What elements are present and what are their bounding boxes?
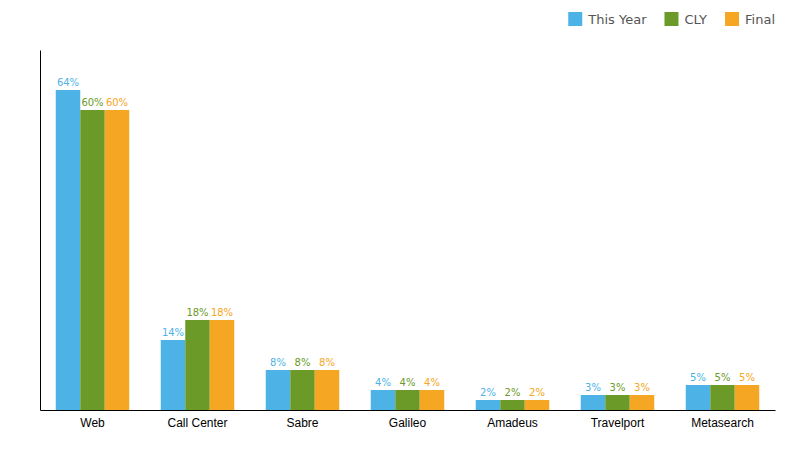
data-label: 14% xyxy=(162,327,184,338)
bar xyxy=(710,385,735,410)
x-tick: Sabre xyxy=(286,416,318,430)
bar xyxy=(420,390,445,410)
data-label: 4% xyxy=(424,377,440,388)
legend-item: CLY xyxy=(664,12,707,27)
data-label: 8% xyxy=(319,357,335,368)
data-label: 18% xyxy=(211,307,233,318)
legend-label: CLY xyxy=(684,12,707,27)
data-label: 4% xyxy=(400,377,416,388)
x-tick: Call Center xyxy=(167,416,227,430)
legend-label: Final xyxy=(745,12,775,27)
bar xyxy=(371,390,396,410)
legend-swatch xyxy=(664,12,678,26)
legend-swatch xyxy=(725,12,739,26)
bar-series xyxy=(80,110,735,410)
y-axis xyxy=(40,51,41,411)
bar xyxy=(500,400,525,410)
data-label: 5% xyxy=(715,372,731,383)
x-tick: Travelport xyxy=(591,416,645,430)
bar xyxy=(605,395,630,410)
bar xyxy=(161,340,186,410)
bar xyxy=(266,370,291,410)
bar xyxy=(630,395,655,410)
data-label: 2% xyxy=(480,387,496,398)
bar xyxy=(210,320,235,410)
bar xyxy=(80,110,105,410)
bar xyxy=(735,385,760,410)
data-label: 3% xyxy=(610,382,626,393)
data-label: 5% xyxy=(739,372,755,383)
data-label: 2% xyxy=(529,387,545,398)
bar-series xyxy=(105,110,760,410)
plot: Web Call Center Sabre Galileo Amadeus Travelp… xyxy=(41,51,776,430)
data-label: 60% xyxy=(106,97,128,108)
x-tick-label: Web xyxy=(80,416,105,430)
chart: Web Call Center Sabre Galileo Amadeus Travelp… xyxy=(0,0,800,450)
x-tick-label: Call Center xyxy=(167,416,227,430)
legend-swatch xyxy=(568,12,582,26)
bar xyxy=(56,90,81,410)
x-axis-line xyxy=(41,410,776,411)
data-label: 4% xyxy=(375,377,391,388)
data-label: 64% xyxy=(57,77,79,88)
bars xyxy=(56,90,760,410)
bar xyxy=(185,320,210,410)
x-tick: Amadeus xyxy=(487,416,538,430)
x-tick: Web xyxy=(80,416,105,430)
data-labels: 64% 14% 8% 4% 2% 3% 5% 60% 18% 8% 4% 2% 3% 5% 60% 18% 8%… xyxy=(57,77,755,398)
x-tick-label: Amadeus xyxy=(487,416,538,430)
legend-item: Final xyxy=(725,12,775,27)
data-label: 18% xyxy=(186,307,208,318)
x-tick-label: Travelport xyxy=(591,416,645,430)
bar xyxy=(525,400,550,410)
data-label: 8% xyxy=(295,357,311,368)
bar xyxy=(686,385,711,410)
x-tick: Galileo xyxy=(389,416,427,430)
legend: This Year CLY Final xyxy=(568,12,775,27)
x-tick-label: Metasearch xyxy=(691,416,754,430)
data-label: 60% xyxy=(81,97,103,108)
data-label: 8% xyxy=(270,357,286,368)
data-label: 5% xyxy=(690,372,706,383)
x-tick-label: Galileo xyxy=(389,416,427,430)
x-axis: Web Call Center Sabre Galileo Amadeus Travelp… xyxy=(41,411,776,430)
x-tick-label: Sabre xyxy=(286,416,318,430)
bar xyxy=(581,395,606,410)
legend-item: This Year xyxy=(568,12,647,27)
bar xyxy=(105,110,130,410)
bar xyxy=(315,370,340,410)
bar xyxy=(290,370,315,410)
data-label: 2% xyxy=(505,387,521,398)
bar xyxy=(395,390,420,410)
x-tick: Metasearch xyxy=(691,416,754,430)
y-axis-line xyxy=(40,51,41,411)
legend-label: This Year xyxy=(587,12,647,27)
bar xyxy=(476,400,501,410)
data-label: 3% xyxy=(634,382,650,393)
bar-series xyxy=(56,90,711,410)
data-label: 3% xyxy=(585,382,601,393)
